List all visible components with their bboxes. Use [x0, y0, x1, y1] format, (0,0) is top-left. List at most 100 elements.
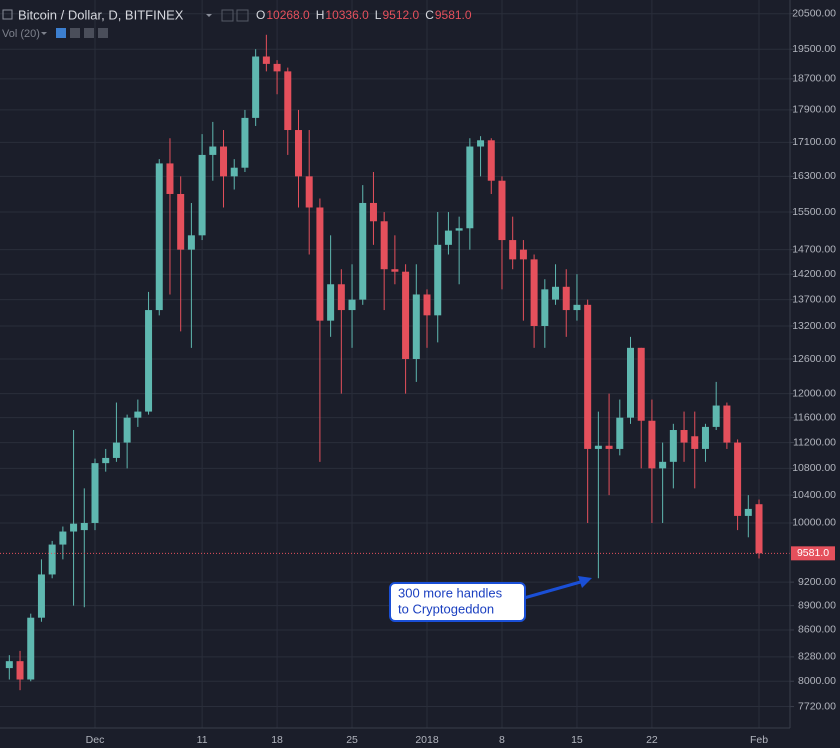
candle-body — [455, 228, 463, 231]
candle-body — [412, 294, 420, 360]
y-tick-label: 10800.00 — [792, 462, 836, 474]
candle-body — [541, 289, 549, 327]
indicator-add-icon[interactable] — [84, 28, 94, 38]
x-tick-label: 22 — [646, 734, 658, 746]
candle-body — [369, 202, 377, 222]
candle-body — [316, 207, 324, 321]
ohlc-value: 10268.0 — [266, 8, 310, 22]
candle-body — [102, 457, 110, 464]
x-tick-label: 15 — [571, 734, 583, 746]
y-tick-label: 11600.00 — [793, 411, 836, 423]
candle-body — [134, 411, 142, 418]
candle-body — [391, 269, 399, 272]
candle-body — [594, 445, 602, 449]
y-tick-label: 13200.00 — [792, 320, 836, 332]
candle-body — [16, 661, 24, 680]
candle-body — [648, 420, 656, 469]
candle-body — [241, 117, 249, 168]
candle-body — [348, 299, 356, 311]
x-tick-label: Feb — [750, 734, 768, 746]
candle-body — [262, 56, 270, 64]
y-tick-label: 7720.00 — [798, 700, 836, 712]
y-tick-label: 13700.00 — [792, 293, 836, 305]
y-tick-label: 19500.00 — [792, 43, 836, 55]
candle-body — [755, 504, 763, 554]
candle-body — [552, 286, 560, 300]
y-tick-label: 11200.00 — [793, 436, 836, 448]
indicator-remove-icon[interactable] — [98, 28, 108, 38]
candle-body — [37, 574, 45, 618]
candle-body — [327, 284, 335, 321]
candle-body — [252, 56, 260, 118]
ohlc-key: L — [375, 8, 382, 22]
candle-body — [637, 347, 645, 421]
settings-icon[interactable] — [221, 9, 234, 22]
candle-body — [616, 417, 624, 449]
y-tick-label: 10000.00 — [792, 517, 836, 529]
candle-body — [91, 463, 99, 523]
candle-body — [487, 140, 495, 181]
dropdown-icon[interactable] — [206, 14, 212, 17]
candle-body — [680, 430, 688, 443]
y-tick-label: 8280.00 — [798, 651, 836, 663]
y-tick-label: 17100.00 — [792, 136, 836, 148]
candle-body — [198, 154, 206, 236]
indicator-eye-icon[interactable] — [56, 28, 66, 38]
candle-body — [337, 284, 345, 311]
annotation-box — [389, 582, 526, 622]
candle-body — [284, 71, 292, 131]
annotation-text: to Cryptogeddon — [398, 601, 494, 616]
last-price-box — [791, 546, 835, 561]
candle-body — [380, 221, 388, 270]
y-tick-label: 17900.00 — [792, 104, 836, 116]
candle-body — [145, 310, 153, 412]
indicator-label: Vol (20) — [2, 28, 40, 40]
y-tick-label: 14700.00 — [792, 243, 836, 255]
candle-body — [359, 202, 367, 300]
indicator-settings-icon[interactable] — [70, 28, 80, 38]
candle-body — [305, 176, 313, 208]
ohlc-key: H — [316, 8, 325, 22]
candle-body — [562, 286, 570, 311]
candle-body — [220, 146, 228, 177]
y-tick-label: 18700.00 — [792, 73, 836, 85]
y-tick-label: 12000.00 — [792, 387, 836, 399]
candle-body — [155, 163, 163, 311]
axes: 20500.00 19500.00 18700.00 17900.00 17100.00… — [86, 7, 837, 745]
candle-body — [744, 508, 752, 516]
candle-body — [723, 405, 731, 443]
candle-body — [691, 436, 699, 449]
candle-body — [477, 140, 485, 147]
candle-body — [209, 146, 217, 155]
y-tick-label: 8000.00 — [798, 675, 836, 687]
candle-body — [444, 230, 452, 245]
candle-body — [230, 167, 238, 177]
last-price-label: 9581.0 — [797, 547, 829, 559]
chart-title: Bitcoin / Dollar, D, BITFINEX — [18, 7, 184, 22]
ohlc-key: O — [256, 8, 265, 22]
candle-body — [423, 294, 431, 316]
collapse-icon[interactable] — [2, 9, 13, 20]
candle-body — [187, 235, 195, 250]
candle-body — [498, 180, 506, 241]
candle-body — [605, 445, 613, 449]
ohlc-value: 9512.0 — [382, 8, 419, 22]
candle-body — [48, 544, 56, 575]
candle-body — [519, 249, 527, 260]
candle-body — [573, 304, 581, 311]
candle-body — [294, 130, 302, 177]
candle-body — [466, 146, 474, 229]
candle-body — [59, 531, 67, 545]
x-tick-label: 11 — [197, 734, 208, 746]
candle-body — [734, 442, 742, 516]
annotation-arrowhead — [578, 576, 592, 588]
candle-body — [627, 347, 634, 418]
hide-icon[interactable] — [236, 9, 249, 22]
candles — [0, 34, 790, 691]
annotation-arrow — [523, 579, 585, 600]
x-tick-label: 8 — [499, 734, 505, 746]
dropdown-icon[interactable] — [41, 32, 47, 35]
annotation: 300 more handles to Cryptogeddon — [389, 576, 592, 622]
